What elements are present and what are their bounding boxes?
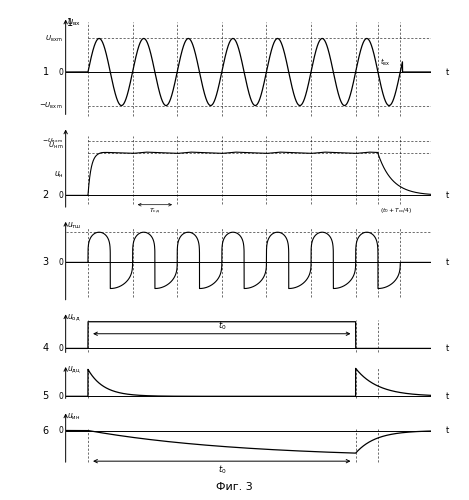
Text: 2: 2 [43, 190, 49, 200]
Text: 1: 1 [43, 67, 49, 77]
Text: t: t [446, 68, 449, 76]
Text: 3: 3 [43, 258, 49, 268]
Text: $U_{\mathregular{н\,m}}$: $U_{\mathregular{н\,m}}$ [48, 141, 63, 151]
Text: $t_{\mathregular{вх}}$: $t_{\mathregular{вх}}$ [380, 56, 391, 68]
Text: 5: 5 [43, 392, 49, 402]
Text: $u_{\mathregular{тш}}$: $u_{\mathregular{тш}}$ [67, 220, 81, 230]
Text: 1: 1 [67, 18, 73, 28]
Text: 0: 0 [59, 191, 63, 200]
Text: t: t [446, 392, 449, 401]
Text: 0: 0 [59, 426, 63, 435]
Text: $u_{\mathregular{дц}}$: $u_{\mathregular{дц}}$ [67, 365, 81, 376]
Text: $u_{\mathregular{од}}$: $u_{\mathregular{од}}$ [67, 312, 80, 323]
Text: $t_0$: $t_0$ [218, 464, 226, 476]
Text: $-U_{\mathregular{вх\,m}}$: $-U_{\mathregular{вх\,m}}$ [39, 100, 63, 110]
Text: 4: 4 [43, 344, 49, 353]
Text: 6: 6 [43, 426, 49, 436]
Text: 0: 0 [59, 258, 63, 267]
Text: $u_{\mathregular{вх}}$: $u_{\mathregular{вх}}$ [67, 18, 81, 28]
Text: $t_0$: $t_0$ [218, 319, 226, 332]
Text: t: t [446, 344, 449, 353]
Text: t: t [446, 191, 449, 200]
Text: t: t [446, 258, 449, 267]
Text: t: t [446, 426, 449, 435]
Text: $u_{\mathregular{н}}$: $u_{\mathregular{н}}$ [53, 169, 63, 179]
Text: $u_{\mathregular{ин}}$: $u_{\mathregular{ин}}$ [67, 412, 80, 422]
Text: 0: 0 [59, 392, 63, 401]
Text: Фиг. 3: Фиг. 3 [216, 482, 253, 492]
Text: 0: 0 [59, 344, 63, 353]
Text: 0: 0 [59, 68, 63, 76]
Text: $(t_0+T_{\mathregular{сс}}/4)$: $(t_0+T_{\mathregular{сс}}/4)$ [380, 206, 413, 215]
Text: $T_{\mathregular{сд}}$: $T_{\mathregular{сд}}$ [149, 207, 160, 216]
Text: $-U_{\mathregular{вх\,m}}$: $-U_{\mathregular{вх\,m}}$ [42, 136, 63, 145]
Text: $U_{\mathregular{вх\,m}}$: $U_{\mathregular{вх\,m}}$ [45, 34, 63, 43]
